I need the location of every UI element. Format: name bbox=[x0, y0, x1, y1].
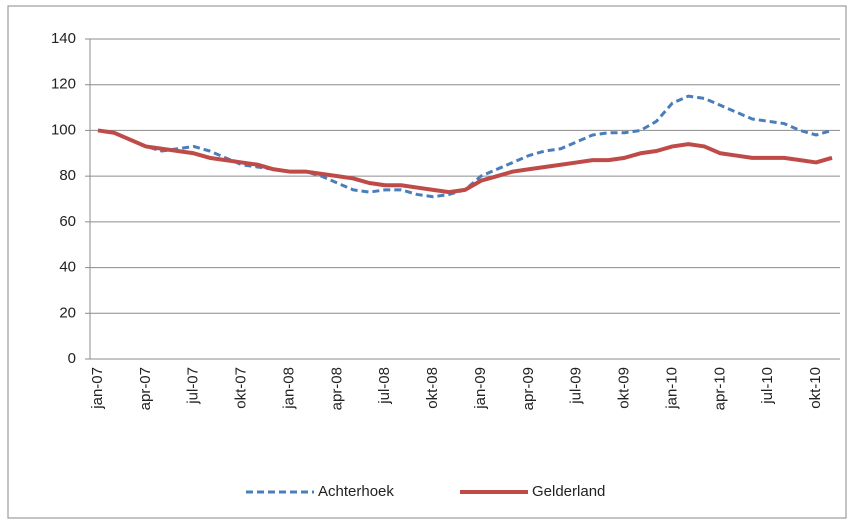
x-tick-label: okt-10 bbox=[807, 367, 824, 409]
x-tick-label: jan-08 bbox=[280, 367, 297, 410]
x-tick-label: jan-07 bbox=[89, 367, 106, 410]
legend-label: Gelderland bbox=[532, 483, 605, 500]
x-tick-label: okt-08 bbox=[424, 367, 441, 409]
x-tick-label: apr-07 bbox=[137, 367, 154, 410]
x-tick-label: apr-08 bbox=[328, 367, 345, 410]
x-tick-label: okt-09 bbox=[616, 367, 633, 409]
x-tick-label: okt-07 bbox=[233, 367, 250, 409]
chart-border bbox=[7, 5, 847, 519]
x-tick-label: apr-10 bbox=[711, 367, 728, 410]
x-tick-label: apr-09 bbox=[520, 367, 537, 410]
y-tick-label: 0 bbox=[68, 350, 76, 367]
series-line bbox=[97, 128, 833, 195]
x-tick-label: jul-08 bbox=[376, 367, 393, 405]
y-tick-label: 20 bbox=[59, 304, 76, 321]
x-tick-label: jul-09 bbox=[568, 367, 585, 405]
y-tick-label: 100 bbox=[51, 121, 76, 138]
y-tick-label: 40 bbox=[59, 259, 76, 276]
x-tick-label: jul-07 bbox=[185, 367, 202, 405]
x-tick-label: jan-09 bbox=[472, 367, 489, 410]
y-tick-label: 80 bbox=[59, 167, 76, 184]
y-tick-label: 140 bbox=[51, 30, 76, 47]
y-tick-label: 60 bbox=[59, 213, 76, 230]
legend-label: Achterhoek bbox=[318, 483, 394, 500]
x-tick-label: jan-10 bbox=[663, 367, 680, 410]
y-tick-label: 120 bbox=[51, 76, 76, 93]
x-tick-label: jul-10 bbox=[759, 367, 776, 405]
